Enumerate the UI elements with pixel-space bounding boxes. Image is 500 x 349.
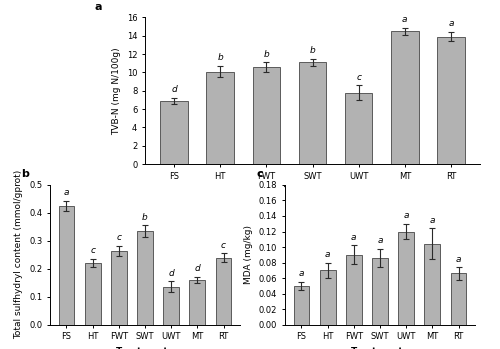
Bar	[216, 258, 232, 325]
Bar	[398, 231, 414, 325]
Text: a: a	[430, 216, 435, 225]
Y-axis label: TVB-N (mg N/100g): TVB-N (mg N/100g)	[112, 47, 121, 135]
Bar	[346, 255, 362, 325]
Bar	[206, 72, 234, 164]
Bar	[164, 287, 179, 325]
Text: a: a	[448, 20, 454, 28]
X-axis label: Treatments: Treatments	[116, 347, 174, 349]
Bar	[294, 286, 310, 325]
Bar	[58, 206, 74, 325]
Text: a: a	[298, 269, 304, 279]
Text: b: b	[218, 53, 223, 62]
Text: a: a	[456, 255, 462, 264]
Text: c: c	[256, 169, 263, 179]
Text: c: c	[221, 241, 226, 250]
Text: b: b	[310, 46, 316, 55]
Bar	[372, 258, 388, 325]
Text: a: a	[325, 250, 330, 259]
Y-axis label: MDA (mg/kg): MDA (mg/kg)	[244, 225, 254, 284]
Text: b: b	[22, 169, 30, 179]
X-axis label: Treatments: Treatments	[351, 347, 409, 349]
Bar	[345, 92, 372, 164]
Bar	[137, 231, 153, 325]
Text: a: a	[402, 15, 407, 24]
Text: a: a	[64, 188, 69, 198]
Y-axis label: Total sulfhydryl content (mmol/gprot): Total sulfhydryl content (mmol/gprot)	[14, 170, 24, 339]
Text: c: c	[356, 73, 361, 82]
Bar	[437, 37, 465, 164]
Text: c: c	[90, 246, 95, 255]
Bar	[450, 273, 466, 325]
Bar	[111, 251, 126, 325]
Text: a: a	[95, 2, 102, 12]
Bar	[320, 270, 336, 325]
Text: b: b	[142, 213, 148, 222]
Text: d: d	[168, 269, 174, 278]
Text: a: a	[378, 236, 383, 245]
Text: b: b	[264, 50, 269, 59]
Text: d: d	[171, 86, 177, 94]
Text: a: a	[404, 211, 409, 220]
Text: d: d	[194, 264, 200, 273]
Bar	[252, 67, 280, 164]
Bar	[85, 263, 100, 325]
Bar	[190, 280, 205, 325]
Bar	[160, 101, 188, 164]
Text: c: c	[116, 233, 121, 242]
Text: a: a	[351, 233, 356, 242]
Bar	[391, 31, 418, 164]
X-axis label: Treatments: Treatments	[284, 186, 342, 195]
Bar	[298, 62, 326, 164]
Bar	[424, 244, 440, 325]
